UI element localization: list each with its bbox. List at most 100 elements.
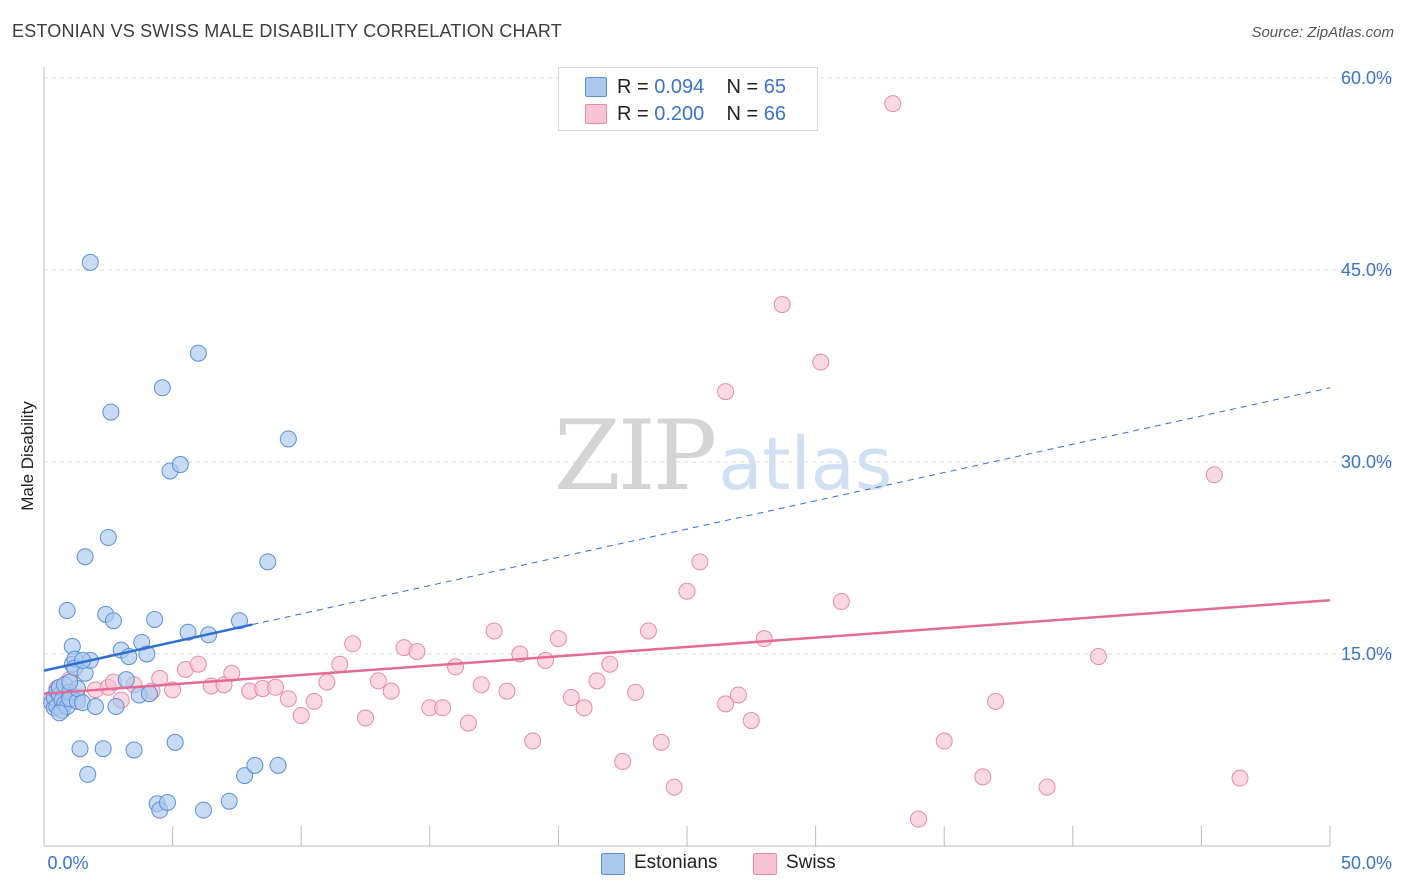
estonians-point bbox=[146, 610, 164, 628]
swiss-point bbox=[1231, 769, 1249, 787]
estonians-point bbox=[61, 673, 79, 691]
swiss-point bbox=[524, 732, 542, 750]
estonians-point bbox=[179, 623, 197, 641]
swiss-point bbox=[909, 810, 927, 828]
swiss-point bbox=[812, 353, 830, 371]
estonians-point bbox=[81, 253, 99, 271]
estonians-point bbox=[194, 801, 212, 819]
swiss-point bbox=[742, 712, 760, 730]
swiss-point bbox=[537, 651, 555, 669]
estonians-point bbox=[94, 740, 112, 758]
estonians-point bbox=[246, 756, 264, 774]
swiss-point bbox=[279, 690, 297, 708]
swiss-point bbox=[665, 778, 683, 796]
swiss-point bbox=[498, 682, 516, 700]
n-label: N = bbox=[726, 76, 759, 98]
estonians-point bbox=[230, 612, 248, 630]
swiss-point bbox=[189, 655, 207, 673]
estonians-point bbox=[220, 792, 238, 810]
estonians-point bbox=[86, 697, 104, 715]
estonians-trend-extension bbox=[252, 387, 1331, 626]
swiss-point bbox=[369, 672, 387, 690]
swiss-point bbox=[773, 296, 791, 314]
estonians-point bbox=[236, 767, 254, 785]
watermark-zip: ZIP bbox=[554, 400, 717, 512]
watermark-atlas: atlas bbox=[718, 422, 893, 506]
estonians-point bbox=[140, 685, 158, 703]
y-tick-label: 30.0% bbox=[1341, 452, 1392, 472]
estonians-point bbox=[58, 601, 76, 619]
swiss-point bbox=[549, 630, 567, 648]
swiss-point bbox=[292, 706, 310, 724]
n-value: 65 bbox=[763, 76, 787, 98]
r-value: 0.200 bbox=[654, 103, 705, 125]
estonians-point bbox=[107, 697, 125, 715]
r-label: R = bbox=[617, 103, 649, 125]
swiss-point bbox=[601, 655, 619, 673]
swiss-point bbox=[562, 689, 580, 707]
estonians-point bbox=[259, 553, 277, 571]
estonians-point bbox=[125, 741, 143, 759]
swiss-trend-line bbox=[43, 598, 1331, 695]
swiss-point bbox=[974, 768, 992, 786]
swiss-point bbox=[318, 673, 336, 691]
estonians-legend-label: Estonians bbox=[634, 852, 718, 873]
swiss-point bbox=[987, 692, 1005, 710]
x-tick-label: 50.0% bbox=[1341, 853, 1392, 873]
estonians-trend-line bbox=[43, 623, 253, 672]
swiss-legend-swatch bbox=[753, 853, 777, 875]
swiss-point bbox=[575, 699, 593, 717]
swiss-swatch bbox=[585, 104, 607, 124]
swiss-point bbox=[627, 683, 645, 701]
estonians-point bbox=[50, 704, 68, 722]
estonians-swatch bbox=[585, 77, 607, 97]
legend-text-estonians: R = 0.094 N = 65 bbox=[617, 76, 786, 99]
swiss-legend-label: Swiss bbox=[786, 852, 836, 873]
correlation-legend: R = 0.094 N = 65 R = 0.200 N = 66 bbox=[558, 67, 818, 131]
estonians-point bbox=[153, 379, 171, 397]
estonians-point bbox=[166, 733, 184, 751]
swiss-point bbox=[832, 593, 850, 611]
swiss-point bbox=[434, 699, 452, 717]
swiss-point bbox=[266, 678, 284, 696]
swiss-point bbox=[729, 686, 747, 704]
watermark: ZIPatlas bbox=[554, 400, 892, 512]
swiss-point bbox=[755, 630, 773, 648]
estonians-point bbox=[171, 456, 189, 474]
estonians-point bbox=[104, 612, 122, 630]
r-value: 0.094 bbox=[654, 76, 705, 98]
swiss-point bbox=[935, 732, 953, 750]
swiss-point bbox=[1205, 466, 1223, 484]
swiss-point bbox=[472, 676, 490, 694]
source-credit: Source: ZipAtlas.com bbox=[1251, 24, 1394, 41]
swiss-point bbox=[588, 672, 606, 690]
estonians-point bbox=[279, 430, 297, 448]
estonians-point bbox=[158, 793, 176, 811]
swiss-point bbox=[447, 658, 465, 676]
swiss-point bbox=[717, 695, 735, 713]
estonians-point bbox=[269, 756, 287, 774]
y-tick-label: 15.0% bbox=[1341, 644, 1392, 664]
estonians-point bbox=[102, 403, 120, 421]
legend-text-swiss: R = 0.200 N = 66 bbox=[617, 103, 786, 126]
y-tick-label: 60.0% bbox=[1341, 68, 1392, 88]
swiss-point bbox=[305, 692, 323, 710]
estonians-point bbox=[76, 548, 94, 566]
swiss-point bbox=[1090, 648, 1108, 666]
swiss-point bbox=[639, 622, 657, 640]
swiss-point bbox=[884, 95, 902, 113]
estonians-legend-swatch bbox=[601, 853, 625, 875]
swiss-point bbox=[1038, 778, 1056, 796]
swiss-point bbox=[678, 582, 696, 600]
swiss-point bbox=[614, 753, 632, 771]
y-tick-label: 45.0% bbox=[1341, 260, 1392, 280]
estonians-point bbox=[117, 671, 135, 689]
swiss-point bbox=[459, 714, 477, 732]
swiss-point bbox=[717, 383, 735, 401]
swiss-point bbox=[331, 655, 349, 673]
swiss-point bbox=[344, 635, 362, 653]
swiss-point bbox=[382, 682, 400, 700]
swiss-point bbox=[357, 709, 374, 727]
swiss-point bbox=[408, 642, 426, 660]
